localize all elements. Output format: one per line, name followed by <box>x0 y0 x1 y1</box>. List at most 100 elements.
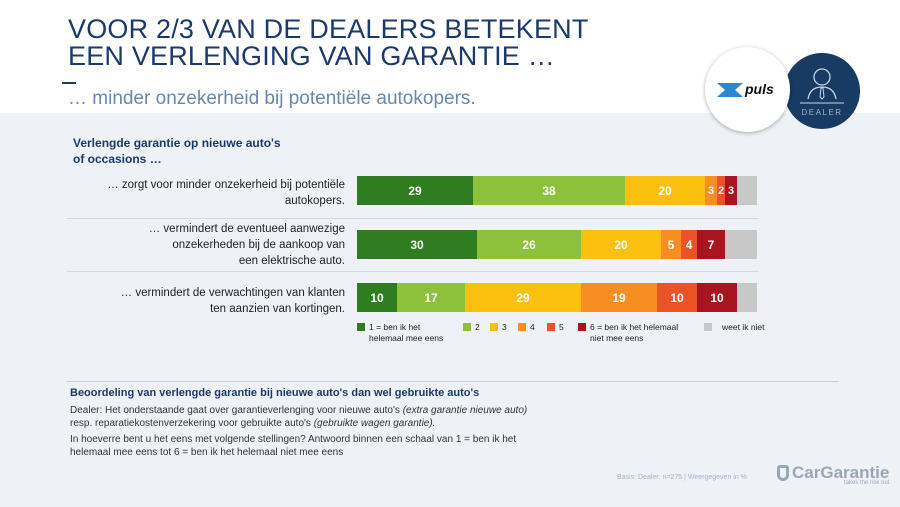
bar-segment: 29 <box>465 283 581 312</box>
legend-line: 1 = ben ik het <box>369 322 421 332</box>
bar-segment: 5 <box>661 230 681 259</box>
brand-name: CarGarantie <box>792 463 890 482</box>
statement-line: … zorgt voor minder onzekerheid bij pote… <box>107 179 345 191</box>
cargarantie-logo: CarGarantie takes the risk out <box>777 463 889 486</box>
row-divider <box>67 218 759 219</box>
bar-segment: 4 <box>681 230 697 259</box>
legend-line: 5 <box>559 322 564 332</box>
chart-title: Verlengde garantie op nieuwe auto's of o… <box>73 136 281 166</box>
data-label: 30 <box>410 237 424 252</box>
legend-line: 3 <box>502 322 507 332</box>
legend-swatch <box>490 323 498 331</box>
data-label: 3 <box>727 184 735 197</box>
bar-segment: 19 <box>581 283 657 312</box>
bar-segment: 26 <box>477 230 581 259</box>
bar-segment: 20 <box>625 176 705 205</box>
data-label: 5 <box>667 237 675 252</box>
legend-swatch <box>547 323 555 331</box>
data-label: 20 <box>658 183 672 198</box>
xpuls-text: puls <box>744 81 774 97</box>
statement-line: ten aanzien van kortingen. <box>210 303 345 315</box>
p1-italic-2: (gebruikte wagen garantie). <box>313 418 436 429</box>
xpuls-logo: puls <box>705 47 790 132</box>
legend-label: 1 = ben ik het helemaal mee eens <box>369 322 443 344</box>
bar-segment: 2 <box>717 176 725 205</box>
title-line-1: VOOR 2/3 VAN DE DEALERS BETEKENT <box>68 14 589 44</box>
p1-italic-1: (extra garantie nieuwe auto) <box>402 405 528 416</box>
legend-item: 5 <box>547 322 564 333</box>
data-label: 10 <box>670 290 684 305</box>
data-label: 4 <box>685 237 693 252</box>
data-label: 26 <box>522 237 536 252</box>
title-dash <box>62 82 76 84</box>
legend-line: weet ik niet <box>722 322 765 332</box>
brand-tagline: takes the risk out <box>843 480 890 486</box>
legend-label: 5 <box>559 322 564 333</box>
bar-segment <box>737 283 757 312</box>
stacked-bar: 29 38 20 3 2 3 <box>357 176 757 205</box>
legend-label: 2 <box>475 322 480 333</box>
legend-label: 3 <box>502 322 507 333</box>
legend-item: 6 = ben ik het helemaal niet mee eens <box>578 322 678 344</box>
statement-label: … zorgt voor minder onzekerheid bij pote… <box>45 177 345 209</box>
legend-line: 2 <box>475 322 480 332</box>
legend-line: 6 = ben ik het helemaal <box>590 322 679 332</box>
title-line-2: EEN VERLENGING VAN GARANTIE … <box>68 41 555 71</box>
statement-line: autokopers. <box>284 195 345 207</box>
bar-segment: 30 <box>357 230 477 259</box>
statement-line: onzekerheden bij de aankoop van <box>172 239 345 251</box>
dealer-badge: DEALER <box>784 53 860 129</box>
subtitle: … minder onzekerheid bij potentiële auto… <box>68 88 476 109</box>
data-label: 10 <box>370 290 384 305</box>
legend-label: 4 <box>530 322 535 333</box>
footer-paragraph-1: Dealer: Het onderstaande gaat over garan… <box>70 404 530 430</box>
statement-line: … vermindert de verwachtingen van klante… <box>120 287 345 299</box>
legend-item: 4 <box>518 322 535 333</box>
p1-text-2: resp. reparatiekostenverzekering voor ge… <box>70 418 314 429</box>
bar-segment: 20 <box>581 230 661 259</box>
data-label: 17 <box>424 290 438 305</box>
footer-divider <box>67 381 839 382</box>
data-label: 2 <box>717 184 725 197</box>
page-title: VOOR 2/3 VAN DE DEALERS BETEKENT EEN VER… <box>68 16 589 70</box>
statement-line: … vermindert de eventueel aanwezige <box>148 223 345 235</box>
dealer-label: DEALER <box>801 108 842 117</box>
legend-item: 3 <box>490 322 507 333</box>
legend-label: weet ik niet <box>722 322 765 333</box>
bar-segment: 7 <box>697 230 725 259</box>
bar-segment: 10 <box>697 283 737 312</box>
legend-swatch <box>518 323 526 331</box>
dealer-person-icon: DEALER <box>800 68 844 117</box>
legend-swatch <box>704 323 712 331</box>
data-label: 10 <box>710 290 724 305</box>
legend-item: 2 <box>463 322 480 333</box>
statement-label: … vermindert de verwachtingen van klante… <box>45 285 345 317</box>
data-label: 19 <box>612 290 626 305</box>
legend-line: helemaal mee eens <box>369 333 444 343</box>
footer-paragraph-2: In hoeverre bent u het eens met volgende… <box>70 434 517 458</box>
statement-label: … vermindert de eventueel aanwezige onzek… <box>45 221 345 269</box>
p1-text: Dealer: Het onderstaande gaat over garan… <box>70 405 403 416</box>
statement-line: een elektrische auto. <box>238 255 345 267</box>
legend-item: 1 = ben ik het helemaal mee eens <box>357 322 443 344</box>
bar-segment <box>737 176 757 205</box>
bar-segment: 10 <box>357 283 397 312</box>
bar-segment: 17 <box>397 283 465 312</box>
data-label: 3 <box>707 184 715 197</box>
stacked-bar: 30 26 20 5 4 7 <box>357 230 757 259</box>
data-label: 20 <box>614 237 628 252</box>
legend-line: niet mee eens <box>590 333 644 343</box>
stacked-bar: 10 17 29 19 10 10 <box>357 283 757 312</box>
bar-segment: 29 <box>357 176 473 205</box>
legend-line: 4 <box>530 322 535 332</box>
data-label: 29 <box>516 290 530 305</box>
bar-segment: 3 <box>705 176 717 205</box>
data-label: 38 <box>542 183 556 198</box>
bar-segment <box>725 230 757 259</box>
legend-swatch <box>357 323 365 331</box>
basis-note: Basis: Dealer: n=275 | Weergegeven in % <box>617 474 747 481</box>
row-divider <box>67 271 759 272</box>
legend-label: 6 = ben ik het helemaal niet mee eens <box>590 322 678 344</box>
shield-icon <box>777 465 789 481</box>
